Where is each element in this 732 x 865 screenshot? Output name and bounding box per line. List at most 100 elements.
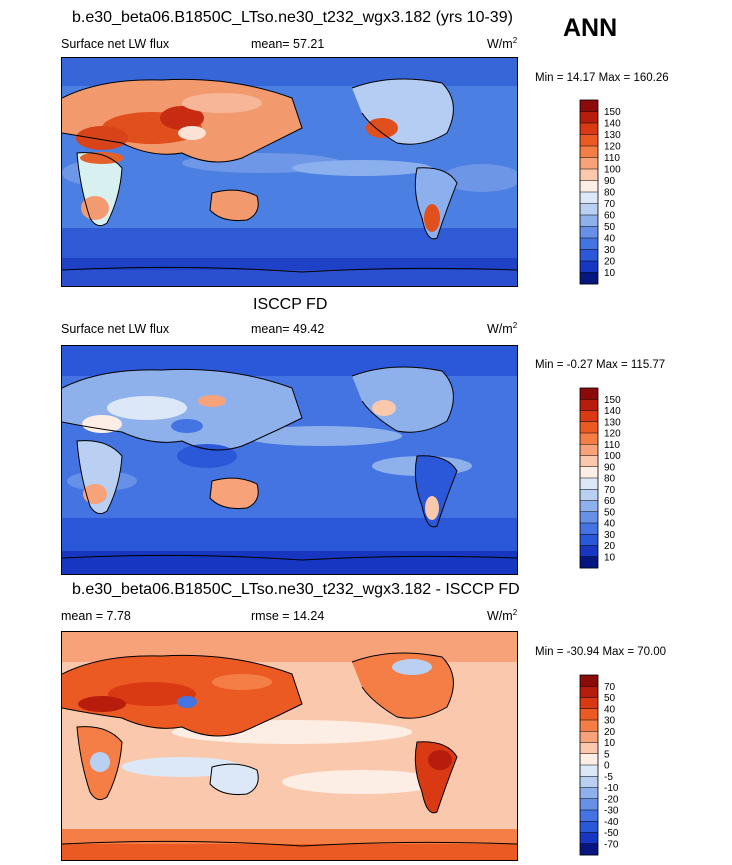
colorbar-tick-label: 90 xyxy=(604,462,616,473)
colorbar-tick-label: -30 xyxy=(604,806,619,817)
colorbar-swatch xyxy=(580,742,598,755)
colorbar-swatch xyxy=(580,261,598,273)
colorbar-tick-label: 90 xyxy=(604,176,616,187)
colorbar-swatch xyxy=(580,720,598,732)
colorbar-tick-label: 0 xyxy=(604,761,610,772)
colorbar-swatch xyxy=(580,249,598,262)
colorbar-tick-label: 120 xyxy=(604,429,621,440)
colorbar-tick-label: 10 xyxy=(604,268,616,279)
colorbar-swatch xyxy=(580,399,598,411)
colorbar-tick-label: 70 xyxy=(604,485,616,496)
colorbar-swatch xyxy=(580,215,598,227)
colorbar-tick-label: 70 xyxy=(604,199,616,210)
colorbar-swatch xyxy=(580,765,598,777)
colorbar-swatch xyxy=(580,433,598,445)
colorbar-swatch xyxy=(580,226,598,239)
colorbar-swatch xyxy=(580,843,598,856)
colorbar-swatch xyxy=(580,444,598,456)
panel-2-minmax: Min = -0.27 Max = 115.77 xyxy=(535,359,666,371)
colorbar-swatch xyxy=(580,203,598,216)
colorbar-tick-label: 110 xyxy=(604,153,620,164)
colorbar-swatch xyxy=(580,489,598,501)
panel-3-map xyxy=(61,631,518,861)
colorbar-swatch xyxy=(580,556,598,569)
colorbar-tick-label: 150 xyxy=(604,107,621,118)
panel-3-minmax: Min = -30.94 Max = 70.00 xyxy=(535,646,667,658)
colorbar-swatch xyxy=(580,388,598,400)
panel-1-map xyxy=(61,57,518,287)
panel-1-minmax: Min = 14.17 Max = 160.26 xyxy=(535,72,669,84)
colorbar-swatch xyxy=(580,500,598,513)
panel-1-units: W/m2 xyxy=(487,36,518,52)
colorbar-tick-label: 40 xyxy=(604,704,616,715)
colorbar-swatch xyxy=(580,410,598,423)
colorbar-swatch xyxy=(580,534,598,546)
colorbar-swatch xyxy=(580,146,598,158)
colorbar-swatch xyxy=(580,731,598,743)
colorbar-swatch xyxy=(580,157,598,170)
panel-3-title: b.e30_beta06.B1850C_LTso.ne30_t232_wgx3.… xyxy=(72,581,520,598)
colorbar-swatch xyxy=(580,798,598,811)
panel-1-title: b.e30_beta06.B1850C_LTso.ne30_t232_wgx3.… xyxy=(72,9,513,26)
colorbar-tick-label: 150 xyxy=(604,395,621,406)
panel-2-mean-label: mean= 49.42 xyxy=(251,322,325,336)
colorbar-tick-label: 20 xyxy=(604,257,616,268)
panel-2-variable-label: Surface net LW flux xyxy=(61,322,170,336)
colorbar-tick-label: 5 xyxy=(604,749,610,760)
panel-3-units: W/m2 xyxy=(487,608,518,624)
colorbar-tick-label: -10 xyxy=(604,783,619,794)
colorbar-tick-label: 10 xyxy=(604,552,616,563)
colorbar-tick-label: 80 xyxy=(604,188,616,199)
colorbar-tick-label: 100 xyxy=(604,451,621,462)
colorbar-swatch xyxy=(580,787,598,800)
colorbar-swatch xyxy=(580,134,598,147)
colorbar-swatch xyxy=(580,238,598,250)
colorbar-tick-label: 40 xyxy=(604,234,616,245)
colorbar-tick-label: -20 xyxy=(604,794,619,805)
colorbar-tick-label: 60 xyxy=(604,211,616,222)
colorbar-tick-label: 30 xyxy=(604,716,616,727)
panel-2-colorbar: 150 140 130 120 110 100 90 80 70 60 50 40 30 20 10 xyxy=(579,387,630,574)
colorbar-tick-label: 110 xyxy=(604,440,620,451)
colorbar-tick-label: 100 xyxy=(604,165,621,176)
season-label: ANN xyxy=(563,14,618,42)
panel-1-mean-label: mean= 57.21 xyxy=(251,37,325,51)
colorbar-tick-label: 50 xyxy=(604,693,616,704)
colorbar-swatch xyxy=(580,272,598,285)
colorbar-tick-label: 10 xyxy=(604,738,616,749)
colorbar-tick-label: 130 xyxy=(604,130,621,141)
panel-2-map xyxy=(61,345,518,575)
colorbar-tick-label: -70 xyxy=(604,839,619,850)
colorbar-tick-label: 50 xyxy=(604,507,616,518)
colorbar-tick-label: 70 xyxy=(604,682,616,693)
colorbar-swatch xyxy=(580,180,598,193)
colorbar-swatch xyxy=(580,169,598,181)
colorbar-tick-label: 140 xyxy=(604,119,621,130)
colorbar-swatch xyxy=(580,123,598,135)
colorbar-swatch xyxy=(580,545,598,558)
colorbar-swatch xyxy=(580,421,598,434)
colorbar-tick-label: 20 xyxy=(604,541,616,552)
colorbar-swatch xyxy=(580,675,598,687)
colorbar-tick-label: 60 xyxy=(604,496,616,507)
colorbar-tick-label: 50 xyxy=(604,222,616,233)
colorbar-tick-label: -5 xyxy=(604,772,613,783)
colorbar-swatch xyxy=(580,100,598,112)
colorbar-swatch xyxy=(580,111,598,124)
panel-3-mean-label: mean = 7.78 xyxy=(61,609,131,623)
colorbar-swatch xyxy=(580,753,598,766)
colorbar-swatch xyxy=(580,511,598,524)
colorbar-swatch xyxy=(580,776,598,788)
colorbar-swatch xyxy=(580,810,598,822)
panel-3-colorbar: 70 50 40 30 20 10 5 0 -5 -10 -20 -30 -40 -50 -70 xyxy=(579,674,630,861)
panel-3-rmse-label: rmse = 14.24 xyxy=(251,609,325,623)
panel-1-variable-label: Surface net LW flux xyxy=(61,37,170,51)
colorbar-swatch xyxy=(580,821,598,833)
colorbar-swatch xyxy=(580,708,598,721)
colorbar-swatch xyxy=(580,455,598,468)
colorbar-tick-label: 120 xyxy=(604,142,621,153)
colorbar-swatch xyxy=(580,832,598,845)
colorbar-swatch xyxy=(580,478,598,490)
colorbar-tick-label: 30 xyxy=(604,530,616,541)
colorbar-swatch xyxy=(580,192,598,204)
